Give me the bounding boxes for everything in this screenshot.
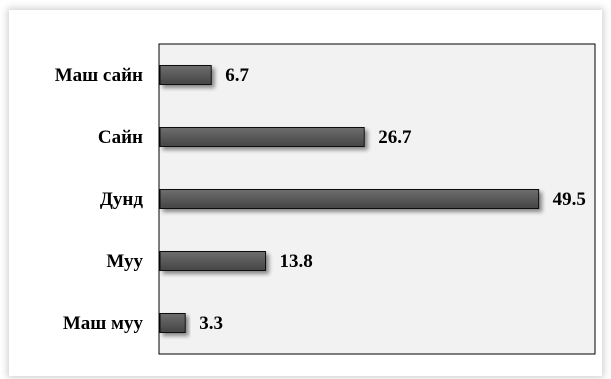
- category-label-2: Дунд: [100, 189, 144, 210]
- bar-2: [159, 189, 540, 209]
- data-label-3: 13.8: [280, 251, 313, 272]
- category-label-0: Маш сайн: [55, 65, 143, 86]
- data-label-2: 49.5: [553, 189, 586, 210]
- bar-4: [159, 313, 186, 333]
- bar-1: [159, 127, 365, 147]
- category-label-3: Муу: [106, 251, 143, 272]
- data-label-1: 26.7: [378, 127, 412, 148]
- bar-3: [159, 251, 267, 271]
- data-label-4: 3.3: [199, 313, 223, 334]
- data-label-0: 6.7: [225, 65, 249, 86]
- category-label-4: Маш муу: [63, 313, 144, 334]
- category-label-1: Сайн: [98, 127, 143, 148]
- bar-0: [159, 65, 212, 85]
